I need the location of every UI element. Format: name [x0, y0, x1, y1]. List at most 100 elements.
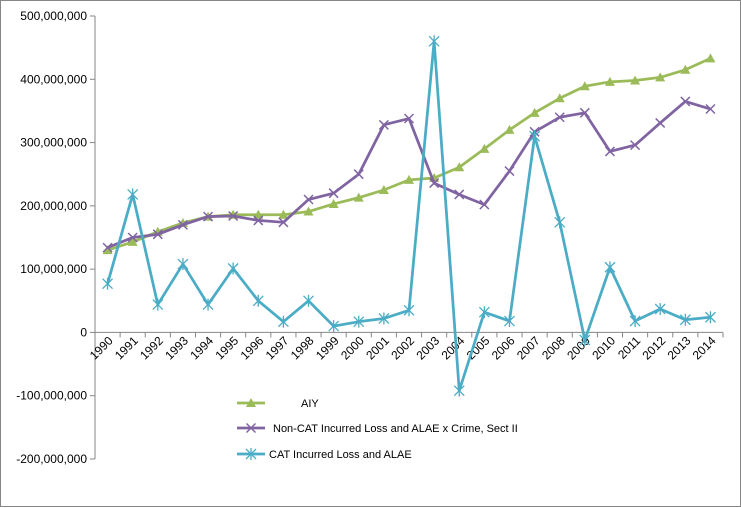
x-tick-label: 1997 — [263, 333, 292, 362]
data-point — [554, 112, 565, 123]
data-point — [378, 185, 389, 195]
x-tick-label: 2004 — [439, 333, 468, 362]
x-tick-label: 1993 — [162, 333, 191, 362]
data-point — [278, 209, 289, 219]
data-point — [245, 448, 257, 460]
data-point — [378, 119, 389, 130]
data-point — [655, 117, 666, 128]
y-tick-label: -200,000,000 — [16, 452, 87, 466]
y-tick-label: 300,000,000 — [20, 136, 87, 150]
data-point — [403, 113, 415, 124]
legend-label: Non-CAT Incurred Loss and ALAE x Crime, … — [273, 423, 518, 435]
data-point — [428, 35, 440, 48]
data-point — [629, 315, 641, 328]
x-tick-label: 1995 — [212, 333, 241, 362]
data-point — [278, 217, 289, 228]
data-point — [245, 422, 257, 434]
data-point — [479, 199, 490, 210]
x-tick-label: 1994 — [187, 333, 216, 362]
y-tick-label: 400,000,000 — [20, 72, 87, 86]
data-point — [630, 75, 641, 85]
x-tick-label: 2002 — [388, 333, 417, 362]
data-point — [303, 194, 314, 205]
x-tick-label: 2001 — [363, 333, 392, 362]
y-tick-label: 0 — [80, 325, 87, 339]
data-point — [252, 294, 264, 307]
data-point — [454, 189, 465, 200]
legend-item: CAT Incurred Loss and ALAE — [237, 448, 412, 461]
data-point — [303, 206, 314, 216]
data-point — [680, 96, 691, 107]
x-tick-label: 1999 — [313, 333, 342, 362]
series-line — [107, 57, 712, 252]
data-point — [253, 209, 264, 219]
y-axis: 500,000,000 400,000,000 300,000,000 200,000… — [16, 9, 96, 466]
data-point — [529, 130, 541, 143]
data-point — [328, 188, 339, 199]
data-point — [604, 146, 615, 157]
data-point — [579, 107, 590, 118]
data-point — [253, 215, 264, 226]
data-point — [102, 277, 114, 290]
data-point — [403, 304, 415, 317]
data-point — [228, 210, 239, 222]
data-point — [630, 140, 641, 151]
data-point — [127, 232, 138, 243]
data-point — [704, 311, 716, 324]
x-tick-label: 2006 — [489, 333, 518, 362]
data-point — [529, 107, 540, 117]
series-2 — [102, 35, 716, 397]
data-point — [353, 169, 364, 180]
data-point — [246, 398, 256, 407]
data-point — [328, 198, 339, 208]
data-point — [604, 261, 616, 274]
x-tick-label: 1998 — [288, 333, 317, 362]
data-point — [152, 229, 163, 240]
x-tick-label: 2009 — [564, 333, 593, 362]
data-point — [504, 315, 515, 328]
data-point — [277, 315, 289, 328]
data-point — [654, 303, 666, 316]
data-point — [127, 236, 138, 246]
data-point — [177, 258, 189, 271]
y-tick-label: 500,000,000 — [20, 9, 87, 23]
x-tick-label: 2014 — [690, 333, 719, 362]
data-point — [504, 124, 515, 134]
data-point — [453, 384, 465, 397]
data-point — [152, 298, 164, 311]
x-tick-label: 1996 — [238, 333, 267, 362]
y-tick-label: 100,000,000 — [20, 262, 87, 276]
legend-label: AIY — [301, 398, 319, 410]
data-point — [353, 192, 364, 202]
data-point — [554, 93, 565, 103]
x-tick-label: 2005 — [464, 333, 493, 362]
x-tick-label: 2000 — [338, 333, 367, 362]
legend: AIY Non-CAT Incurred Loss and ALAE x Crim… — [237, 398, 518, 461]
data-point — [202, 298, 214, 311]
x-tick-label: 2011 — [615, 333, 643, 361]
data-point — [102, 242, 113, 253]
data-point — [579, 81, 590, 91]
data-point — [705, 53, 716, 63]
series-lines — [102, 35, 716, 397]
x-tick-label: 1991 — [112, 333, 141, 362]
data-point — [604, 76, 615, 86]
data-point — [227, 262, 239, 275]
data-point — [680, 64, 691, 74]
data-point — [479, 143, 490, 153]
data-point — [478, 306, 490, 319]
data-point — [679, 313, 691, 326]
y-tick-label: -100,000,000 — [16, 389, 87, 403]
x-tick-label: 2012 — [640, 333, 669, 362]
data-point — [404, 174, 414, 184]
x-tick-label: 2003 — [413, 333, 442, 362]
data-point — [127, 188, 139, 201]
data-point — [655, 72, 666, 82]
data-point — [705, 103, 716, 115]
data-point — [303, 294, 314, 307]
data-point — [328, 320, 340, 333]
x-axis: 1990199119921993199419951996199719981999… — [87, 331, 724, 362]
x-tick-label: 2013 — [665, 333, 694, 362]
